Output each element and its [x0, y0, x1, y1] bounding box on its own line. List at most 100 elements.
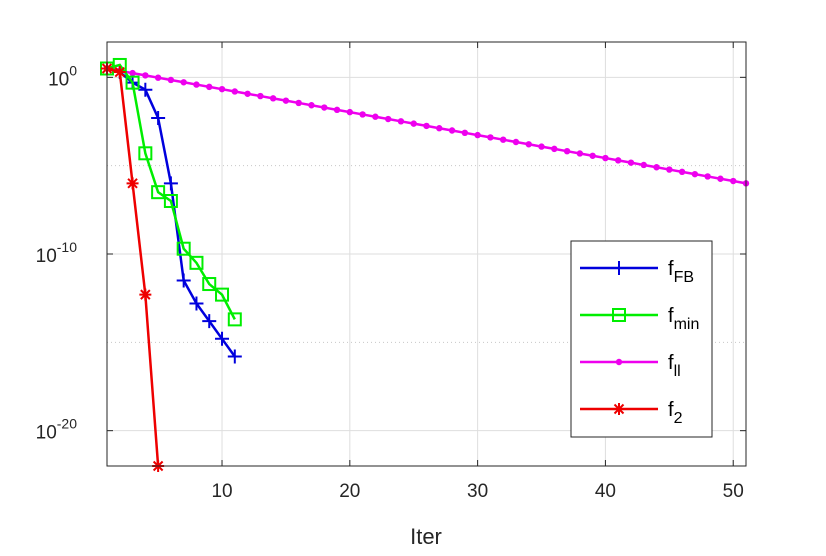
legend-entry: fmin [580, 305, 699, 333]
data-point [227, 349, 242, 364]
data-point [202, 314, 217, 329]
x-tick-label: 20 [339, 481, 360, 502]
data-point [139, 288, 152, 301]
data-point [602, 154, 609, 162]
data-point [126, 177, 139, 190]
data-point [308, 102, 315, 109]
data-point [151, 110, 166, 125]
legend-box [570, 240, 713, 438]
data-point [384, 115, 392, 123]
data-point [193, 81, 200, 88]
data-point [410, 120, 417, 127]
y-tick-exponent: -10 [57, 239, 77, 255]
y-tick-exponent: -20 [57, 416, 77, 432]
data-point [333, 106, 341, 114]
data-point [218, 85, 226, 93]
data-point [206, 83, 213, 91]
data-point [436, 125, 443, 132]
data-point [423, 122, 430, 130]
data-point [359, 111, 366, 118]
data-point [538, 143, 545, 150]
data-point [202, 277, 217, 292]
legend-entry: f2 [580, 399, 683, 427]
legend: fFB fmin fll f2 [570, 240, 713, 438]
data-point [666, 166, 673, 173]
x-tick-label: 50 [723, 481, 744, 502]
x-tick-label: 30 [467, 481, 488, 502]
data-point [717, 175, 724, 182]
ticks [107, 42, 746, 466]
data-point [372, 113, 379, 120]
y-tick-base: 10 [36, 423, 57, 444]
x-tick-label: 40 [595, 481, 616, 502]
data-point [525, 141, 532, 148]
y-tick-exponent: 0 [69, 62, 77, 78]
series-min [100, 57, 242, 327]
y-tick-base: 10 [36, 246, 57, 267]
series-ll [103, 65, 750, 187]
y-tick-label: 100 [48, 62, 77, 90]
data-point [474, 131, 481, 139]
data-point [640, 161, 647, 169]
x-tick-labels: 10 20 30 40 50 [211, 481, 743, 502]
data-point [215, 287, 230, 302]
data-point [295, 99, 302, 107]
data-point [125, 75, 140, 90]
data-point [691, 170, 699, 178]
data-point [138, 82, 153, 97]
data-point [627, 159, 635, 166]
data-point [678, 168, 686, 176]
x-tick-label: 10 [211, 481, 232, 502]
data-point [612, 308, 626, 322]
data-point [189, 255, 204, 270]
data-point [563, 147, 571, 155]
data-point [397, 118, 405, 125]
data-point [615, 157, 622, 164]
legend-label: f2 [668, 399, 683, 427]
legend-label: fmin [668, 305, 699, 333]
data-point [576, 150, 584, 157]
data-point [163, 176, 178, 191]
data-point [113, 66, 126, 79]
y-tick-base: 10 [48, 69, 69, 90]
legend-entry: fFB [580, 258, 694, 286]
data-point [653, 164, 660, 171]
data-point [487, 134, 494, 141]
data-point [589, 152, 596, 159]
legend-entry: fll [580, 352, 681, 380]
data-point [704, 173, 711, 180]
data-point [730, 177, 737, 185]
data-point [346, 108, 354, 116]
data-point [269, 95, 277, 102]
data-point [244, 90, 251, 97]
data-point [215, 331, 230, 346]
data-point [154, 74, 162, 81]
data-point [613, 403, 625, 415]
data-point [499, 136, 507, 143]
data-point [231, 88, 238, 95]
data-point [180, 79, 187, 86]
data-point [151, 185, 166, 200]
data-point [512, 138, 520, 146]
data-point [189, 296, 204, 311]
y-tick-label: 10-10 [36, 239, 78, 267]
data-point [176, 273, 191, 288]
data-point [257, 92, 264, 100]
data-point [163, 194, 178, 208]
data-point [612, 261, 626, 275]
data-point [142, 72, 149, 79]
data-point [227, 312, 242, 327]
data-point [615, 358, 623, 366]
data-point [129, 69, 136, 77]
data-point [167, 76, 175, 84]
data-point [448, 127, 456, 134]
y-tick-label: 10-20 [36, 416, 78, 444]
legend-label: fFB [668, 258, 694, 286]
data-point [321, 104, 328, 111]
data-point [138, 146, 153, 161]
data-point [282, 97, 290, 104]
data-point [551, 145, 558, 153]
x-axis-label: Iter [410, 524, 442, 549]
